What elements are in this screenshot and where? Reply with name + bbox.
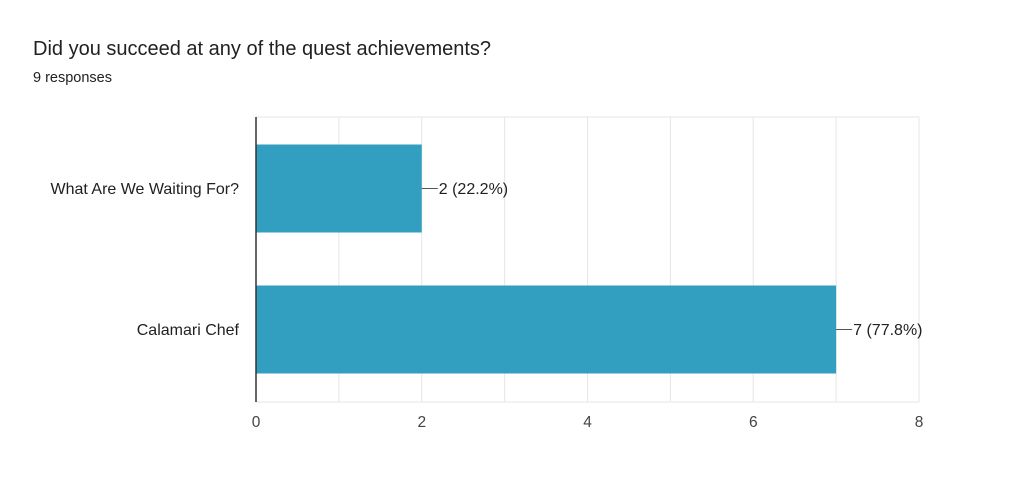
x-tick-label-4: 8 xyxy=(915,414,924,431)
labels: What Are We Waiting For? 2 (22.2%) Calamar… xyxy=(50,181,923,431)
data-label-1: 7 (77.8%) xyxy=(853,322,922,339)
bar-1 xyxy=(256,285,837,374)
x-tick-label-0: 0 xyxy=(252,414,261,431)
bar-0 xyxy=(256,144,422,233)
category-label-1: Calamari Chef xyxy=(137,322,240,339)
x-tick-label-3: 6 xyxy=(749,414,758,431)
x-tick-label-2: 4 xyxy=(583,414,592,431)
x-tick-label-1: 2 xyxy=(417,414,426,431)
data-label-0: 2 (22.2%) xyxy=(439,181,508,198)
bars xyxy=(256,144,837,374)
category-label-0: What Are We Waiting For? xyxy=(50,181,239,198)
response-count: 9 responses xyxy=(33,70,112,86)
question-title: Did you succeed at any of the quest achi… xyxy=(33,38,492,60)
